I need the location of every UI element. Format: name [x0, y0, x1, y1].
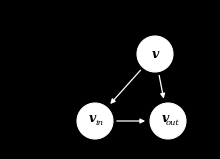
Text: v: v: [162, 113, 169, 125]
Text: v: v: [89, 113, 96, 125]
Circle shape: [77, 103, 113, 139]
Text: out: out: [166, 119, 180, 127]
Circle shape: [137, 36, 173, 72]
Circle shape: [150, 103, 186, 139]
Text: v: v: [151, 48, 159, 61]
Text: in: in: [96, 119, 104, 127]
